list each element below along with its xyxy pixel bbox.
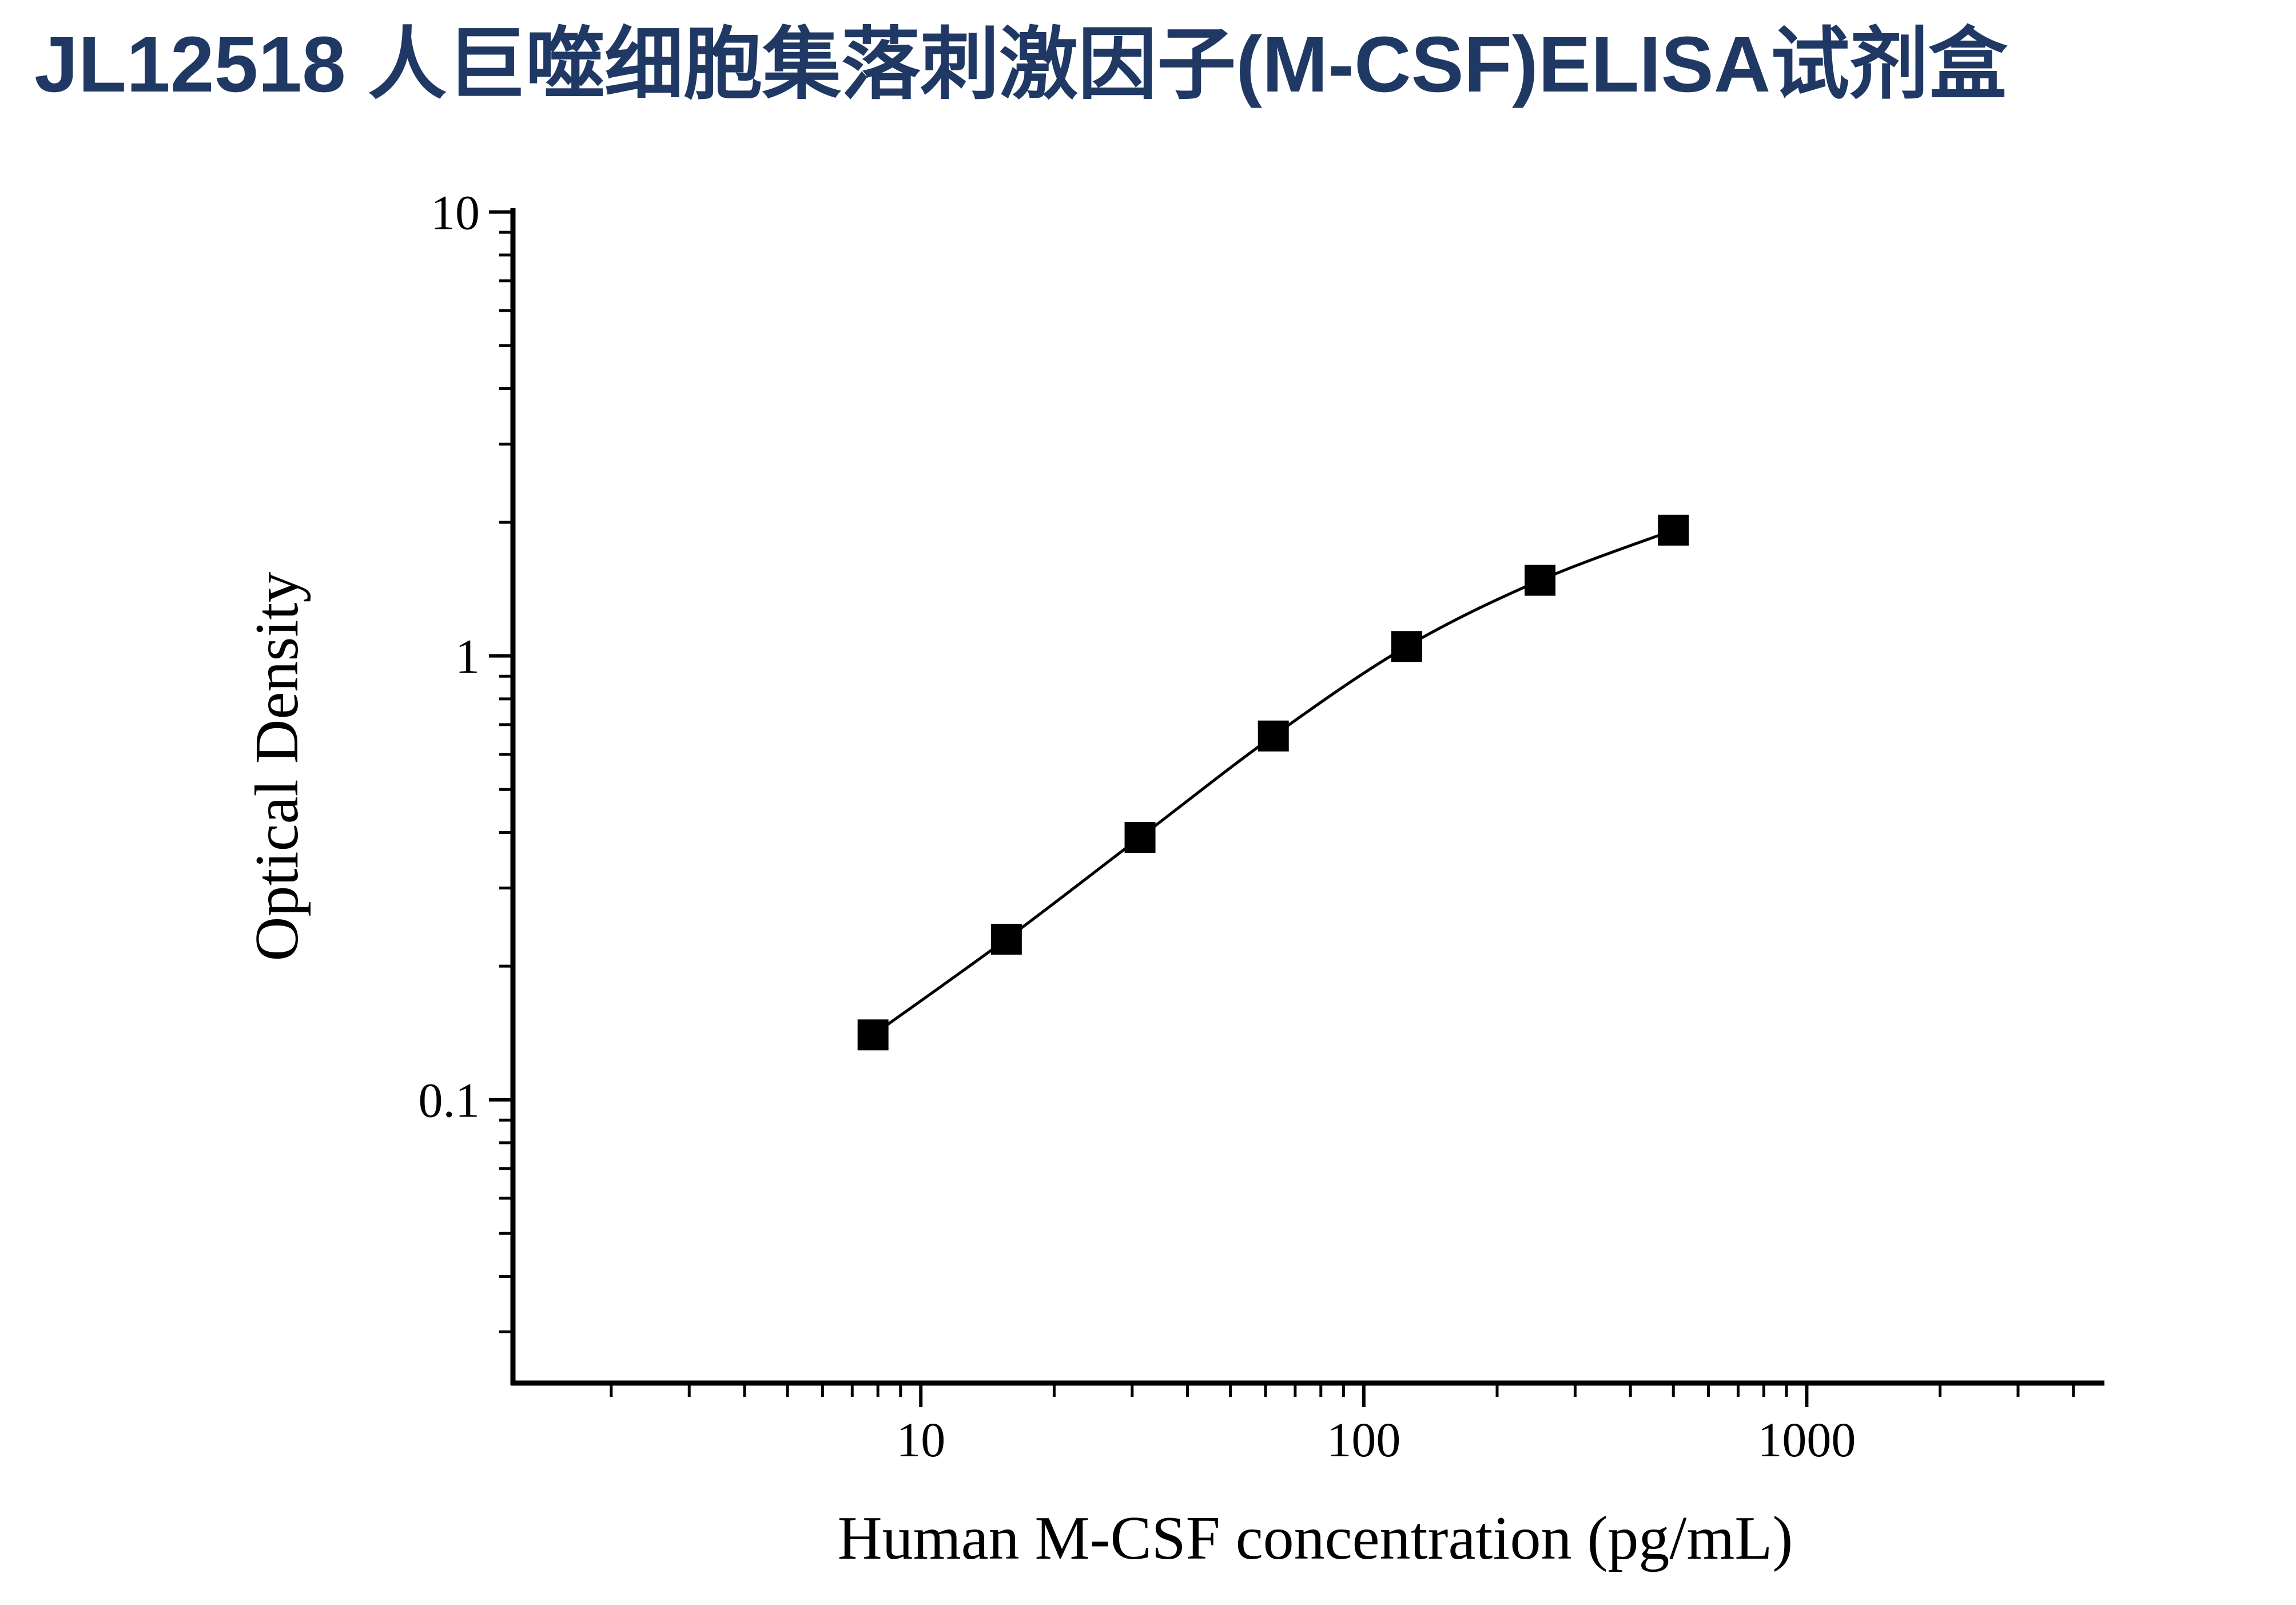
data-point-marker — [1658, 514, 1689, 546]
data-point-marker — [1258, 720, 1289, 752]
y-axis-label: Optical Density — [243, 572, 311, 962]
data-point-marker — [990, 923, 1022, 955]
page-title: JL12518 人巨噬细胞集落刺激因子(M-CSF)ELISA试剂盒 — [34, 21, 2008, 109]
x-tick-label: 10 — [896, 1412, 945, 1467]
standard-curve-line — [872, 529, 1674, 1036]
x-axis-label: Human M-CSF concentration (pg/mL) — [838, 1504, 1793, 1572]
x-tick-label: 100 — [1327, 1412, 1400, 1467]
data-point-marker — [1124, 822, 1156, 853]
y-tick-label: 10 — [431, 185, 480, 240]
y-tick-label: 0.1 — [419, 1073, 480, 1128]
y-tick-label: 1 — [455, 629, 480, 684]
x-tick-label: 1000 — [1757, 1412, 1856, 1467]
data-point-marker — [857, 1019, 889, 1051]
data-point-marker — [1525, 565, 1556, 596]
data-point-marker — [1391, 631, 1422, 662]
